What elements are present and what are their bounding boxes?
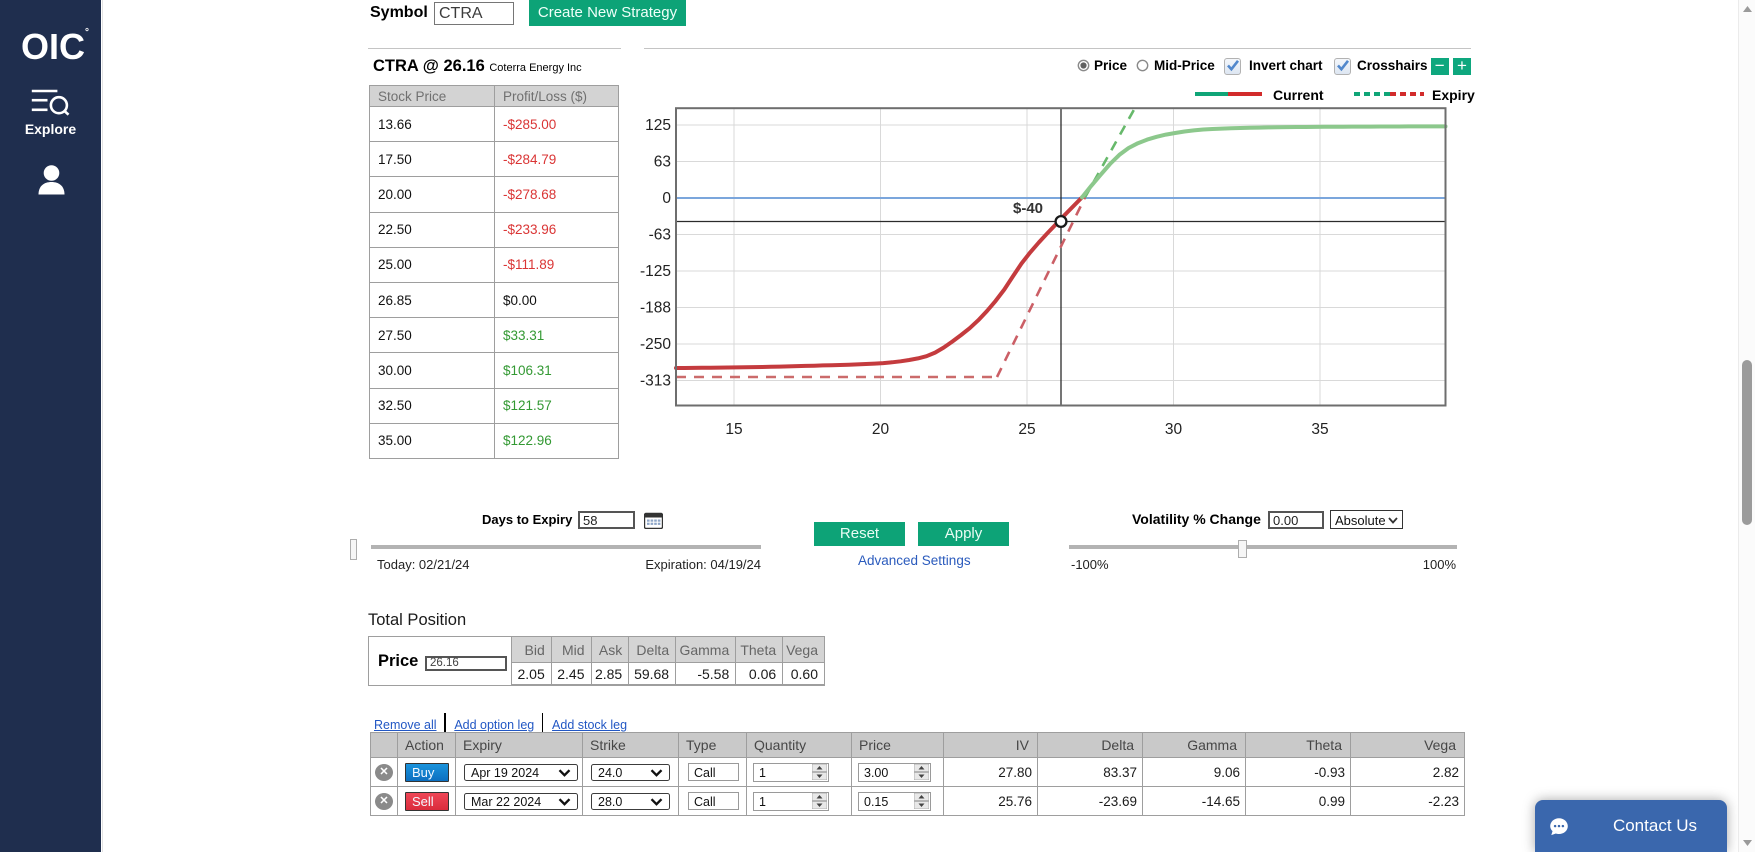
svg-text:-63: -63 <box>649 227 671 244</box>
svg-text:15: 15 <box>725 421 742 438</box>
svg-text:63: 63 <box>654 154 671 171</box>
svg-text:125: 125 <box>645 117 671 134</box>
svg-text:35: 35 <box>1311 421 1328 438</box>
svg-text:-250: -250 <box>640 336 671 353</box>
svg-text:$-40: $-40 <box>1013 200 1043 217</box>
svg-text:-188: -188 <box>640 300 671 317</box>
svg-text:25: 25 <box>1018 421 1035 438</box>
svg-text:30: 30 <box>1165 421 1183 438</box>
svg-text:0: 0 <box>662 190 671 207</box>
svg-text:-125: -125 <box>640 263 671 280</box>
svg-text:20: 20 <box>872 421 890 438</box>
svg-text:-313: -313 <box>640 373 671 390</box>
